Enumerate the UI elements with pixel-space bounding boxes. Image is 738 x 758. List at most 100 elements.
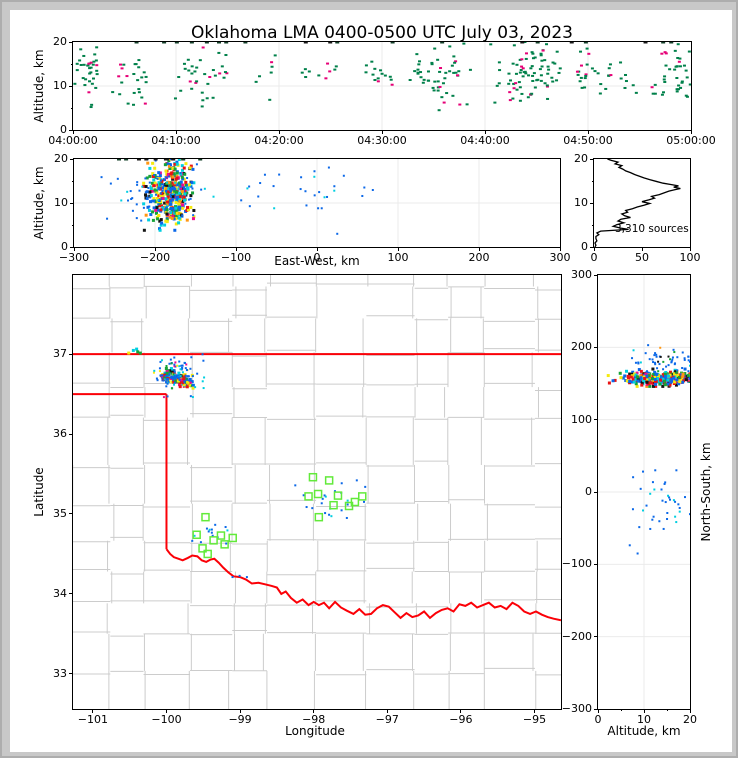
tick-label: 33 <box>53 666 67 680</box>
tick-label: −98 <box>302 713 326 726</box>
tick-mark <box>72 130 74 134</box>
tick-mark <box>92 709 94 713</box>
time-height-plot <box>73 42 691 130</box>
tick-label: 50 <box>635 251 649 264</box>
tick-label: 04:20:00 <box>254 134 304 147</box>
panel-east-west-altitude <box>73 158 561 248</box>
tick-mark <box>69 85 73 87</box>
tick-label: 04:30:00 <box>357 134 407 147</box>
tick-label: −300 <box>561 702 592 715</box>
tick-label: 0 <box>61 240 68 253</box>
tick-label: 0 <box>581 240 588 253</box>
tick-mark <box>73 247 75 251</box>
tick-mark <box>590 202 594 204</box>
tick-mark <box>666 709 668 711</box>
tick-mark <box>175 130 177 134</box>
scatter-points <box>127 347 367 579</box>
tick-mark <box>69 41 73 43</box>
tick-label: 04:40:00 <box>460 134 510 147</box>
tick-label: 36 <box>53 427 67 441</box>
flash-squares <box>192 472 367 559</box>
north-south-y-axis-label: North-South, km <box>699 442 713 542</box>
tick-label: −100 <box>151 713 182 726</box>
tick-label: 0 <box>594 713 602 726</box>
grid-lines <box>74 159 560 247</box>
tick-mark <box>594 274 598 276</box>
tick-mark <box>70 202 74 204</box>
east-west-x-axis-label: East-West, km <box>274 254 360 268</box>
tick-label: −96 <box>449 713 473 726</box>
tick-label: 34 <box>53 586 67 600</box>
tick-mark <box>460 709 462 713</box>
tick-mark <box>641 247 643 251</box>
tick-label: 100 <box>571 412 592 426</box>
north-south-altitude-plot <box>598 275 690 709</box>
tick-mark <box>620 709 622 711</box>
tick-mark <box>154 247 156 251</box>
tick-label: 37 <box>53 347 67 361</box>
tick-label: −100 <box>561 557 592 571</box>
tick-mark <box>594 563 598 565</box>
tick-mark <box>690 130 692 134</box>
tick-mark <box>70 158 74 160</box>
scatter-points <box>73 42 691 112</box>
tick-label: 20 <box>574 152 588 165</box>
tick-label: −99 <box>228 713 252 726</box>
tick-mark <box>69 129 73 131</box>
tick-mark <box>587 130 589 134</box>
map-plot <box>73 275 561 709</box>
tick-mark <box>643 709 645 713</box>
tick-mark <box>72 180 74 182</box>
tick-label: 04:10:00 <box>151 134 201 147</box>
tick-label: 100 <box>387 251 409 264</box>
north-south-x-axis-label: Altitude, km <box>607 724 681 738</box>
tick-mark <box>69 353 73 355</box>
tick-mark <box>559 247 561 251</box>
tick-label: 300 <box>549 251 571 264</box>
tick-label: 35 <box>53 506 67 520</box>
tick-label: 300 <box>571 268 592 281</box>
tick-label: −200 <box>139 251 171 264</box>
tick-label: −97 <box>375 713 399 726</box>
tick-mark <box>70 246 74 248</box>
tick-mark <box>590 158 594 160</box>
tick-mark <box>594 346 598 348</box>
grid-lines <box>73 42 691 130</box>
tick-mark <box>381 130 383 134</box>
grid-lines <box>598 275 690 709</box>
tick-mark <box>72 224 74 226</box>
tick-mark <box>239 709 241 713</box>
histogram-line <box>594 159 681 247</box>
tick-label: 20 <box>53 35 67 48</box>
figure-title: Oklahoma LMA 0400-0500 UTC July 03, 2023 <box>191 23 573 43</box>
tick-mark <box>316 247 318 251</box>
tick-mark <box>592 224 594 226</box>
tick-label: 0 <box>60 123 67 136</box>
tick-label: 20 <box>683 713 697 726</box>
tick-label: −300 <box>58 251 90 264</box>
tick-mark <box>594 419 598 421</box>
tick-mark <box>484 130 486 134</box>
tick-label: 200 <box>468 251 490 264</box>
red-river-border <box>165 548 561 622</box>
tick-label: 0 <box>590 251 598 264</box>
tick-label: 10 <box>574 196 588 209</box>
tick-mark <box>313 709 315 713</box>
tick-mark <box>386 709 388 713</box>
tick-label: −95 <box>522 713 547 726</box>
scatter-points <box>100 159 374 235</box>
tick-label: −101 <box>77 713 108 726</box>
tick-mark <box>534 709 535 713</box>
tick-label: 20 <box>54 152 68 165</box>
scatter-points <box>606 344 690 555</box>
tick-mark <box>71 63 73 65</box>
tick-mark <box>594 708 598 710</box>
tick-mark <box>590 246 594 248</box>
county-lines <box>73 275 561 709</box>
tick-label: 0 <box>585 485 592 498</box>
tick-mark <box>592 180 594 182</box>
altitude-histogram-plot <box>594 159 681 247</box>
tick-mark <box>597 709 599 713</box>
tick-mark <box>69 433 73 435</box>
